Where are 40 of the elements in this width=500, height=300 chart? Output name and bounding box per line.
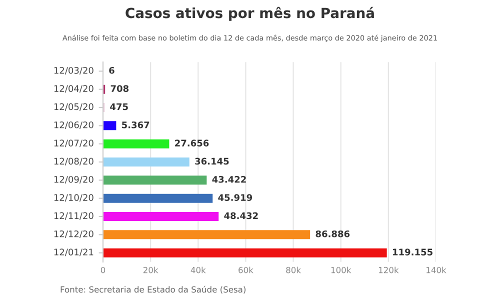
y-tick-label: 12/04/20 [54,85,94,93]
x-tick-label: 140k [426,266,446,274]
y-tick-label: 12/03/20 [54,66,94,75]
source-note: Fonte: Secretaria de Estado da Saúde (Sesa) [60,286,246,294]
y-tick-label: 12/10/20 [54,194,94,202]
y-tick-label: 12/12/20 [54,230,94,238]
y-tick-label: 12/01/21 [54,248,94,256]
x-tick-label: 120k [378,266,399,274]
bar [103,212,219,221]
data-label: 86.886 [316,230,350,238]
chart-title: Casos ativos por mês no Paraná [126,6,374,21]
data-label: 119.155 [392,248,432,256]
data-label: 45.919 [218,194,252,201]
y-tick-label: 12/05/20 [54,103,94,111]
x-tick-label: 40k [190,266,206,274]
y-tick-label: 12/08/20 [54,158,94,166]
data-label: 36.145 [195,158,229,165]
bar [103,139,170,148]
data-label: 708 [110,85,129,92]
bar [103,248,387,258]
x-tick-label: 20k [143,266,158,274]
y-tick-label: 12/07/20 [54,140,94,148]
y-tick-label: 12/09/20 [54,176,94,184]
y-tick-label: 12/06/20 [54,121,94,129]
data-label: 48.432 [224,212,258,220]
x-tick-label: 0 [100,266,106,274]
bar [103,176,207,185]
bar [103,230,310,240]
data-label: 6 [109,66,114,74]
bar [103,157,190,167]
y-tick-label: 12/11/20 [54,212,94,220]
bar [103,121,116,130]
x-tick-label: 60k [238,266,254,274]
x-tick-label: 80k [286,266,301,274]
bar [103,194,213,203]
data-label: 27.656 [175,140,209,146]
data-label: 43.422 [212,176,246,183]
data-label: 5.367 [122,121,150,128]
x-tick-label: 100k [331,266,352,274]
data-label: 475 [110,103,128,110]
